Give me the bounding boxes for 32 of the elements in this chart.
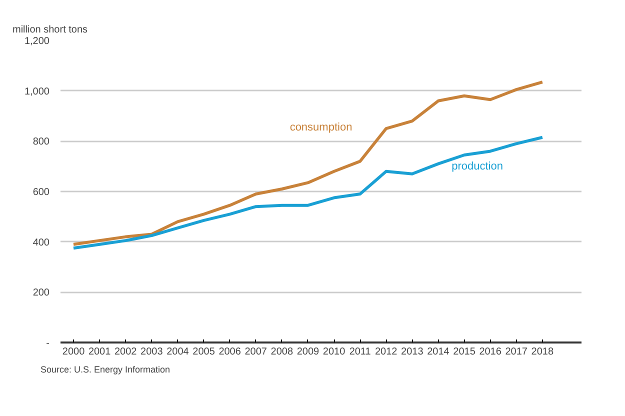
x-tick-label: 2009 — [296, 346, 320, 358]
x-tick-label: 2011 — [349, 346, 372, 358]
y-tick-label: 1,000 — [24, 86, 50, 98]
y-tick-label: 1,200 — [24, 36, 50, 47]
series-label: production — [452, 160, 503, 172]
y-tick-label: 600 — [32, 187, 50, 198]
x-tick-label: 2007 — [244, 346, 268, 358]
x-tick-label: 2012 — [375, 346, 398, 358]
x-tick-label: 2017 — [505, 346, 528, 358]
x-tick-label: 2000 — [62, 346, 86, 358]
x-tick-label: 2016 — [479, 346, 502, 358]
x-tick-label: 2015 — [453, 346, 476, 358]
y-tick-label: 800 — [32, 136, 50, 148]
x-tick-label: 2003 — [140, 346, 164, 358]
line-series — [72, 136, 544, 250]
text: consumption — [290, 121, 352, 134]
x-tick-label: 2014 — [427, 346, 450, 358]
x-tick-label: 2006 — [218, 346, 242, 358]
y-tick-label: 400 — [32, 237, 50, 248]
y-axis-title: million short tons — [12, 24, 88, 36]
x-tick-label: 2005 — [192, 346, 216, 358]
x-tick-label: 2013 — [401, 346, 424, 358]
x-tick-label: 2018 — [531, 346, 554, 358]
y-tick-label: 200 — [32, 288, 50, 299]
x-tick-label: 2010 — [322, 346, 346, 358]
line-series — [72, 80, 544, 246]
source-note: Source: U.S. Energy Information — [40, 364, 170, 374]
y-tick-label: - — [46, 338, 50, 349]
x-tick-label: 2001 — [88, 346, 112, 358]
x-tick-label: 2004 — [166, 346, 190, 358]
x-tick-label: 2008 — [270, 346, 294, 358]
x-tick-label: 2002 — [114, 346, 138, 358]
